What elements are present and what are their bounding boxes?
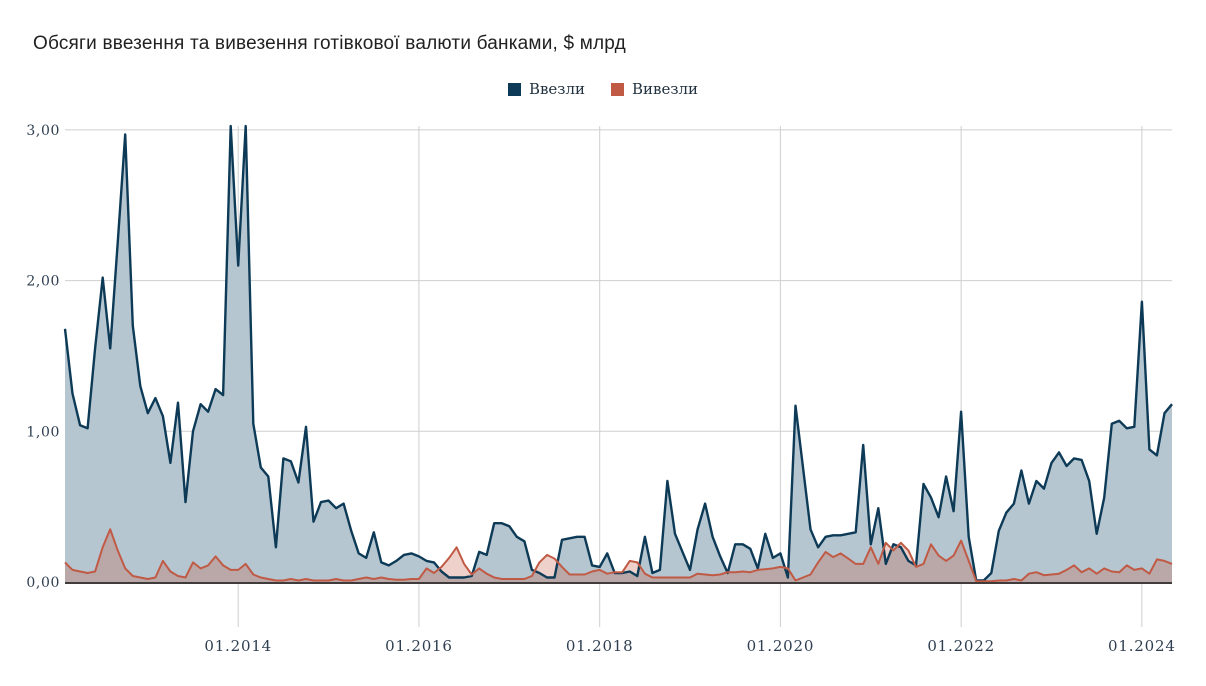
legend-swatch-vvezly-icon [507,82,521,96]
line-vyvezly [64,528,1173,583]
x-tick-label: 01.2022 [927,637,995,655]
legend-label-vvezly: Ввезли [528,80,585,98]
x-tick-label: 01.2014 [204,637,272,655]
chart-title: Обсяги ввезення та вивезення готівкової … [33,33,626,54]
legend-item-vvezly: Ввезли [507,80,585,98]
area-vvezly [65,126,1172,582]
y-tick-label: 0,00 [26,575,60,591]
y-tick-label: 3,00 [26,123,60,139]
x-tick-label: 01.2024 [1108,637,1176,655]
x-tick-label: 01.2020 [747,637,815,655]
area-vyvezly [65,529,1172,582]
legend-label-vyvezly: Вивезли [632,80,699,98]
legend-item-vyvezly: Вивезли [611,80,698,98]
x-tick-label: 01.2016 [385,637,453,655]
chart-legend: Ввезли Вивезли [0,80,1206,98]
legend-swatch-vyvezly-icon [611,82,624,96]
y-tick-label: 1,00 [26,424,60,440]
y-tick-label: 2,00 [26,274,60,290]
x-tick-label: 01.2018 [566,637,634,655]
